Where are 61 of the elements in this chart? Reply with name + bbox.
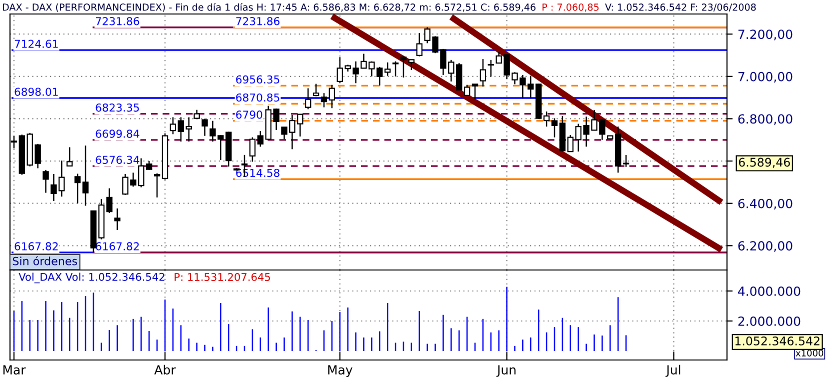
ref-line-label: 6167.82 <box>14 242 58 250</box>
y-tick-label: 6.200,00 <box>738 241 792 252</box>
candlestick <box>400 55 407 78</box>
annotation: Sin órdenes <box>12 256 78 266</box>
candlestick <box>170 116 176 135</box>
candlestick <box>480 58 486 88</box>
candlestick <box>416 32 422 57</box>
candlestick <box>178 116 184 142</box>
candlestick <box>154 172 160 198</box>
x-tick-label: Mar <box>3 365 26 375</box>
annotation: P: 11.531.207.645 <box>174 273 270 282</box>
candlestick <box>384 62 391 76</box>
y-tick-label: 6.400,00 <box>738 198 792 210</box>
ref-line-label: 6790 <box>236 110 262 119</box>
candlestick <box>543 110 550 128</box>
x-tick-label: Abr <box>154 364 176 375</box>
candlestick <box>82 144 89 206</box>
x-tick-label: Jun <box>496 365 516 377</box>
candlestick <box>114 208 120 231</box>
candlestick <box>320 92 328 108</box>
candlestick <box>74 173 81 204</box>
x-tick-label: Jul <box>666 364 680 377</box>
chart-title: DAX - DAX (PERFORMANCEINDEX) - Fin de día 1 días H: 17:45 A: 6.586,83 M: 6.628,72 m: 6.572,51 C: 6.589,46 <box>2 2 536 12</box>
candlestick <box>42 169 49 194</box>
candlestick <box>106 188 112 214</box>
y-tick-label: 6.800,00 <box>738 114 792 125</box>
ref-line-label: 7231.86 <box>96 17 140 26</box>
candlestick <box>551 118 558 138</box>
candlestick <box>328 84 336 109</box>
x-tick-label: May <box>328 365 352 377</box>
ref-line-label: 6956.35 <box>236 75 280 84</box>
ref-line-label: 6870.85 <box>236 93 280 102</box>
text: 1.052.346.542 <box>735 336 820 346</box>
candlestick <box>202 118 208 136</box>
ref-line-label: 7124.61 <box>14 40 58 48</box>
text: x1000 <box>796 350 824 356</box>
y-tick-label: 2.000.000 <box>738 316 800 326</box>
candlestick <box>567 134 574 152</box>
candlestick <box>408 58 415 70</box>
candlestick <box>464 84 470 97</box>
candlestick <box>186 116 192 142</box>
chart-title: Vol_DAX Vol: 1.052.346.542 <box>18 272 164 284</box>
candlestick <box>488 59 494 78</box>
candlestick <box>622 154 630 168</box>
text: 6.589,46 <box>738 158 790 168</box>
y-tick-label: 4.000.000 <box>738 286 800 296</box>
candlestick <box>312 83 320 97</box>
text: V: 1.052.346.542 F: 23/06/2008 <box>605 4 756 12</box>
ref-line-label: 7231.86 <box>236 17 280 26</box>
candlestick <box>472 84 478 100</box>
ref-line-label: 6823.35 <box>96 103 139 112</box>
text: P : 7.060,85 <box>542 4 599 12</box>
candlestick <box>392 60 399 78</box>
candlestick <box>66 146 73 167</box>
ref-line-label: 6898.01 <box>14 88 58 96</box>
y-tick-label: 7.000,00 <box>738 72 792 83</box>
candlestick <box>304 88 312 110</box>
candlestick <box>249 136 256 162</box>
ref-line-label: 6576.34 <box>96 156 140 164</box>
ref-line-label: 6699.84 <box>96 130 140 138</box>
y-tick-label: 7.200,00 <box>738 30 792 40</box>
